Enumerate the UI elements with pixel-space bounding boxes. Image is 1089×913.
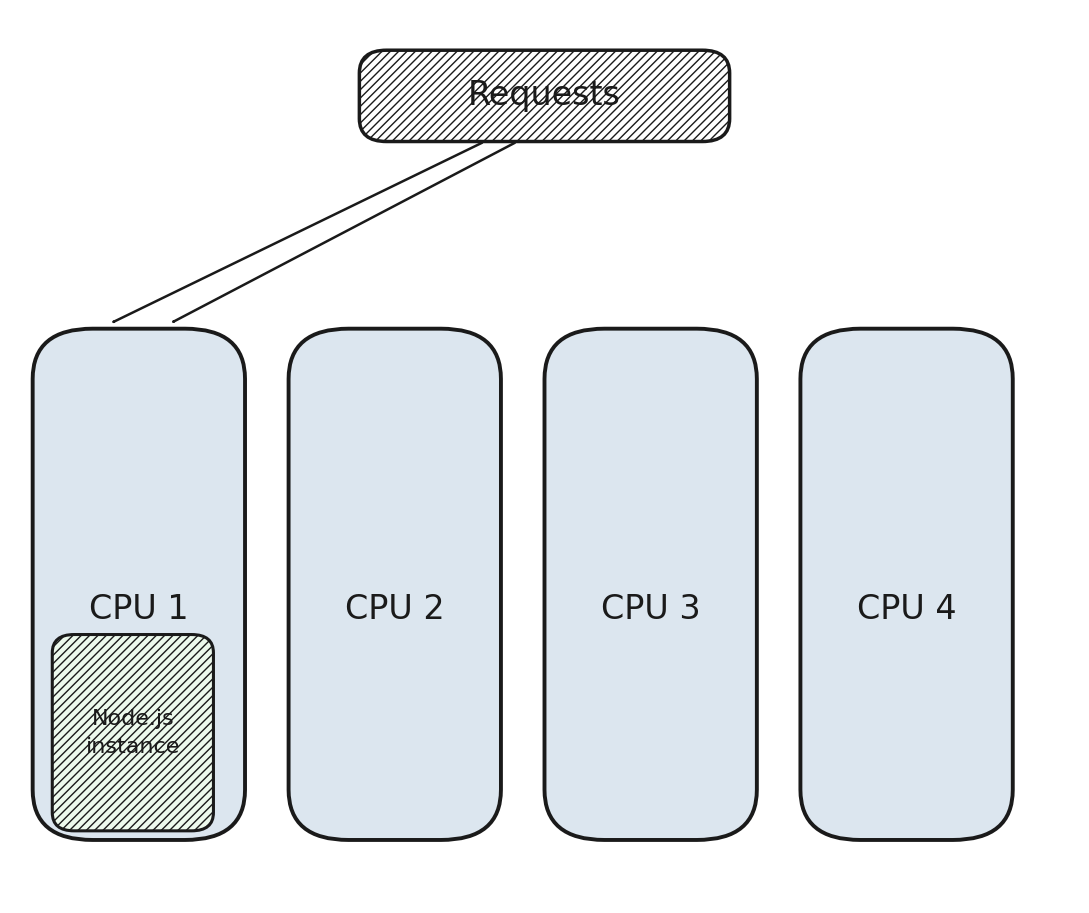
Text: CPU 3: CPU 3	[601, 593, 700, 626]
FancyBboxPatch shape	[33, 329, 245, 840]
Text: CPU 1: CPU 1	[89, 593, 188, 626]
Text: Requests: Requests	[468, 79, 621, 112]
Text: CPU 2: CPU 2	[345, 593, 444, 626]
FancyBboxPatch shape	[800, 329, 1013, 840]
FancyBboxPatch shape	[52, 635, 213, 831]
Text: CPU 4: CPU 4	[857, 593, 956, 626]
Text: Node.js
instance: Node.js instance	[86, 708, 180, 757]
FancyBboxPatch shape	[544, 329, 757, 840]
FancyBboxPatch shape	[359, 50, 730, 142]
FancyBboxPatch shape	[289, 329, 501, 840]
